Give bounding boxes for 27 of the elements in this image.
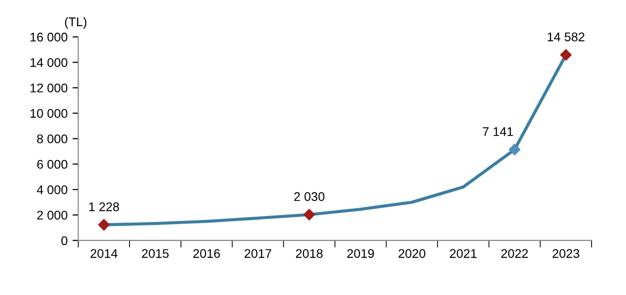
y-tick-label: 10 000 xyxy=(30,109,68,118)
y-tick-label: 14 000 xyxy=(30,58,68,67)
data-label: 2 030 xyxy=(294,192,324,202)
x-tick-label: 2014 xyxy=(90,249,118,258)
x-tick-label: 2015 xyxy=(142,249,169,258)
x-tick-label: 2023 xyxy=(552,249,580,258)
x-tick-label: 2022 xyxy=(501,249,528,258)
data-label: 14 582 xyxy=(548,32,584,42)
point xyxy=(98,219,110,230)
y-tick-label: 4 000 xyxy=(36,185,68,194)
y-tick-label: 12 000 xyxy=(30,84,68,92)
x-tick-label: 2018 xyxy=(296,249,323,258)
y-tick-label: 0 xyxy=(61,236,68,246)
x-tick-label: 2021 xyxy=(450,249,477,258)
data-label: 1 228 xyxy=(89,202,120,212)
point xyxy=(560,49,572,61)
y-tick-label: 6 000 xyxy=(37,160,68,169)
data-label: 7 141 xyxy=(482,127,513,136)
y-tick-label: 8 000 xyxy=(37,134,68,144)
y-axis-title: (TL) xyxy=(65,17,86,29)
x-tick-label: 2019 xyxy=(347,249,374,258)
y-tick-label: 2 000 xyxy=(37,210,68,220)
x-tick-label: 2017 xyxy=(244,249,272,258)
x-tick-label: 2016 xyxy=(193,249,220,258)
x-tick-label: 2020 xyxy=(398,249,426,258)
point xyxy=(304,208,315,220)
y-tick-label: 16 000 xyxy=(30,32,68,42)
